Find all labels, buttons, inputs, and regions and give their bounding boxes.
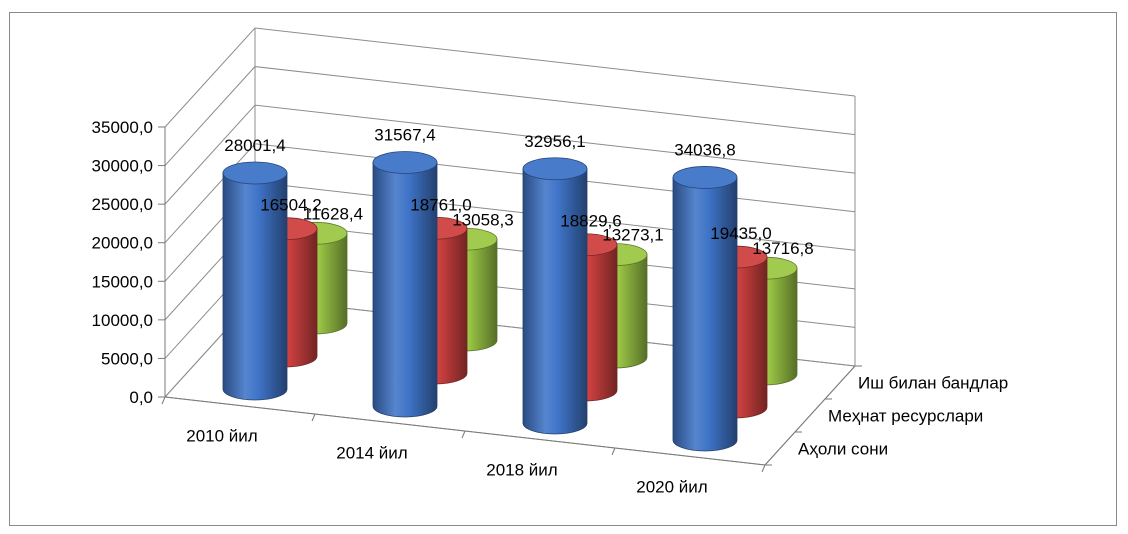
y-tick-label: 35000,0 bbox=[92, 118, 153, 137]
chart-svg: 0,0 5000,0 10000,0 15000,0 20000,0 25000,0 300… bbox=[92, 27, 1008, 497]
data-label: 16504,2 bbox=[260, 196, 321, 215]
data-label: 11628,4 bbox=[303, 204, 363, 223]
bar-cylinder-top bbox=[672, 166, 738, 189]
series-axis-label: Меҳнат ресурслари bbox=[828, 407, 983, 426]
data-label: 28001,4 bbox=[224, 136, 285, 155]
x-tick-mark bbox=[311, 413, 316, 422]
data-label: 32956,1 bbox=[524, 132, 585, 151]
category-label: 2010 йил bbox=[186, 427, 257, 446]
y-tick-label: 10000,0 bbox=[92, 311, 153, 330]
x-tick-mark bbox=[611, 447, 616, 456]
category-label: 2020 йил bbox=[636, 478, 707, 497]
bar-cylinder bbox=[522, 168, 588, 435]
y-tick-label: 20000,0 bbox=[92, 234, 153, 253]
series-axis-labels: Аҳоли сони Меҳнат ресурслари Иш билан банд… bbox=[798, 374, 1008, 459]
data-label: 18761,0 bbox=[410, 195, 471, 214]
bar-cylinder bbox=[372, 162, 438, 418]
chart-bars bbox=[222, 151, 798, 452]
x-tick-mark bbox=[461, 430, 466, 439]
chart-frame: 0,0 5000,0 10000,0 15000,0 20000,0 25000,0 300… bbox=[9, 12, 1117, 526]
category-labels: 2010 йил 2014 йил 2018 йил 2020 йил bbox=[186, 427, 707, 497]
data-label: 13273,1 bbox=[602, 226, 663, 245]
bar-cylinder-top bbox=[372, 151, 438, 174]
data-label: 31567,4 bbox=[374, 125, 435, 144]
y-tick-label: 0,0 bbox=[129, 388, 153, 407]
x-tick-mark bbox=[761, 464, 766, 473]
bar-cylinder bbox=[672, 177, 738, 452]
data-label: 13058,3 bbox=[452, 210, 513, 229]
data-label: 18829,6 bbox=[560, 212, 621, 231]
x-tick-mark bbox=[161, 396, 166, 405]
category-label: 2014 йил bbox=[336, 444, 407, 463]
depth-axis-line bbox=[764, 365, 856, 466]
y-tick-labels: 0,0 5000,0 10000,0 15000,0 20000,0 25000,0 300… bbox=[92, 118, 153, 407]
data-label: 34036,8 bbox=[674, 140, 735, 159]
data-labels: 28001,4 31567,4 32956,1 34036,8 16504,2 18761… bbox=[224, 125, 813, 258]
bar-cylinder bbox=[222, 172, 288, 401]
series-axis-label: Иш билан бандлар bbox=[858, 374, 1008, 393]
y-tick-label: 5000,0 bbox=[101, 349, 153, 368]
y-tick-label: 30000,0 bbox=[92, 157, 153, 176]
bar-cylinder-top bbox=[222, 161, 288, 185]
y-tick-label: 25000,0 bbox=[92, 195, 153, 214]
category-label: 2018 йил bbox=[486, 461, 557, 480]
bar-cylinder-top bbox=[522, 157, 588, 181]
gridline bbox=[164, 27, 856, 128]
data-label: 19435,0 bbox=[710, 224, 771, 243]
chart-axes bbox=[158, 126, 862, 473]
y-tick-label: 15000,0 bbox=[92, 272, 153, 291]
series-axis-label: Аҳоли сони bbox=[798, 440, 888, 459]
data-label: 13716,8 bbox=[752, 239, 813, 258]
